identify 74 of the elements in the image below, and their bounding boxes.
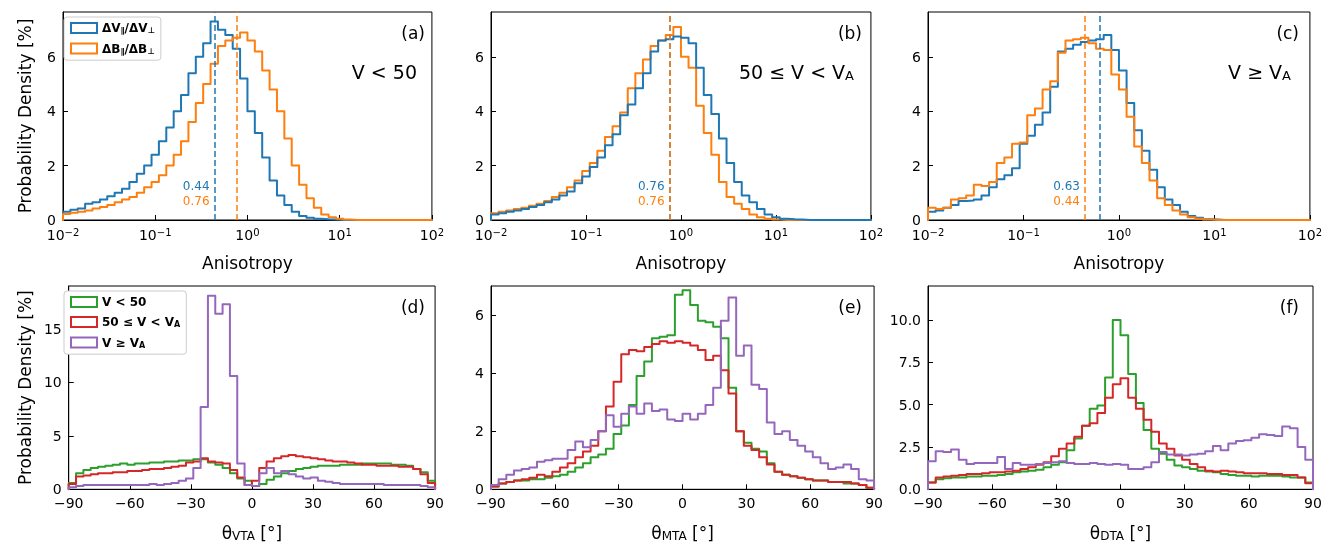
y-tick-label: 7.5	[898, 354, 921, 371]
legend-label: V ≥ VA	[102, 335, 146, 350]
x-tick-label: −90	[476, 495, 506, 512]
annotation: (b)	[837, 22, 863, 43]
x-tick-label: −90	[53, 495, 84, 512]
y-tick-label: 2	[475, 423, 484, 440]
y-tick-label: 6	[47, 48, 57, 65]
x-tick-label: −30	[176, 495, 206, 512]
y-tick-label: 0.0	[898, 481, 921, 498]
annotation: 50 ≤ V < VA	[738, 60, 855, 83]
y-tick-label: 4	[912, 103, 922, 120]
legend-label: 50 ≤ V < VA	[102, 315, 182, 330]
x-tick-label: −30	[1041, 495, 1072, 512]
ref-line-label: 0.44	[182, 179, 210, 193]
y-tick-label: 0	[47, 212, 56, 228]
x-tick-label: −60	[977, 495, 1007, 512]
y-tick-label: 5	[52, 427, 62, 444]
x-tick-label: 30	[1175, 495, 1194, 512]
y-tick-label: 6	[912, 48, 922, 65]
annotation: (a)	[401, 22, 426, 43]
x-tick-label: −60	[540, 495, 570, 512]
ref-line-label: 0.63	[1053, 179, 1080, 193]
x-axis-title: Anisotropy	[635, 252, 727, 273]
ref-line-label: 0.76	[182, 194, 210, 208]
ref-line-label: 0.76	[637, 179, 665, 193]
x-tick-label: −90	[913, 495, 943, 512]
y-tick-label: 2	[912, 157, 921, 174]
x-axis-title: θDTA [°]	[1089, 522, 1152, 543]
x-axis-title: θMTA [°]	[651, 522, 714, 543]
x-tick-label: 60	[801, 495, 820, 512]
y-tick-label: 2	[47, 157, 56, 174]
x-tick-label: 90	[426, 495, 445, 512]
x-tick-label: −60	[115, 495, 145, 512]
y-tick-label: 10.0	[889, 311, 921, 328]
x-tick-label: 90	[865, 495, 884, 512]
y-tick-label: 2.5	[898, 438, 921, 455]
legend-label: ΔV∥/ΔV⊥	[102, 21, 155, 36]
legend-label: ΔB∥/ΔB⊥	[102, 41, 155, 56]
y-tick-label: 2	[475, 157, 484, 174]
annotation: V ≥ VA	[1228, 60, 1292, 83]
x-axis-title: Anisotropy	[201, 252, 293, 273]
x-tick-label: −30	[603, 495, 634, 512]
y-axis-title: Probability Density [%]	[14, 290, 35, 486]
y-tick-label: 4	[475, 365, 485, 382]
y-tick-label: 5.0	[898, 396, 921, 413]
annotation: (c)	[1276, 22, 1300, 43]
x-tick-label: 0	[1116, 495, 1125, 512]
y-tick-label: 15	[43, 320, 62, 337]
x-tick-label: 60	[365, 495, 383, 512]
y-tick-label: 4	[475, 103, 485, 120]
x-tick-label: 30	[737, 495, 756, 512]
x-axis-title: θVTA [°]	[221, 522, 283, 543]
x-tick-label: 0	[247, 495, 257, 512]
annotation: V < 50	[351, 60, 418, 83]
y-tick-label: 6	[475, 307, 485, 324]
ref-line-label: 0.76	[637, 194, 665, 208]
y-tick-label: 0	[475, 212, 484, 228]
y-tick-label: 0	[475, 481, 484, 498]
annotation: (e)	[838, 296, 863, 317]
x-tick-label: 90	[1304, 495, 1322, 512]
x-tick-label: 0	[678, 495, 688, 512]
y-tick-label: 10	[43, 374, 62, 391]
x-tick-label: 60	[1239, 495, 1258, 512]
y-tick-label: 0	[52, 481, 62, 498]
y-tick-label: 4	[47, 103, 57, 120]
ref-line-label: 0.44	[1053, 194, 1080, 208]
legend-label: V < 50	[102, 295, 147, 309]
annotation: (f)	[1279, 296, 1299, 317]
y-tick-label: 0	[912, 212, 921, 228]
y-axis-title: Probability Density [%]	[14, 18, 35, 214]
y-tick-label: 6	[475, 48, 485, 65]
annotation: (d)	[400, 296, 426, 317]
x-tick-label: 30	[304, 495, 322, 512]
x-axis-title: Anisotropy	[1073, 252, 1165, 273]
